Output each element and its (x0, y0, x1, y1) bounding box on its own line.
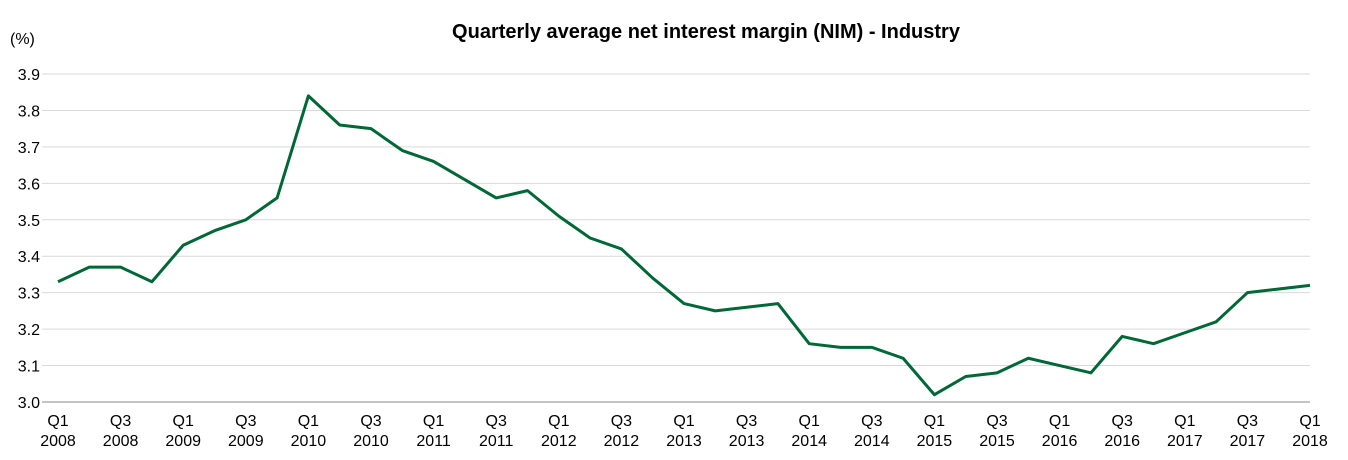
x-tick-label: Q3 2011 (479, 413, 514, 450)
y-tick-label: 3.4 (18, 249, 40, 266)
line-series (57, 94, 1311, 397)
y-tick-label: 3.5 (18, 213, 40, 230)
x-tick-label: Q3 2010 (353, 413, 389, 450)
y-tick-label: 3.9 (18, 67, 40, 84)
x-tick-label: Q1 2013 (666, 413, 702, 450)
y-tick-label: 3.6 (18, 176, 40, 193)
y-tick-label: 3.7 (18, 140, 40, 157)
y-tick-label: 3.0 (18, 395, 40, 412)
y-tick-label: 3.2 (18, 322, 40, 339)
x-tick-label: Q3 2009 (228, 413, 264, 450)
x-tick-label: Q3 2014 (854, 413, 890, 450)
y-tick-label: 3.8 (18, 103, 40, 120)
x-tick-label: Q1 2008 (40, 413, 76, 450)
x-tick-label: Q3 2017 (1230, 413, 1266, 450)
x-tick-label: Q1 2015 (917, 413, 953, 450)
y-tick-label: 3.1 (18, 359, 40, 376)
x-tick-label: Q1 2017 (1167, 413, 1203, 450)
x-tick-label: Q3 2012 (604, 413, 640, 450)
x-tick-label: Q3 2013 (729, 413, 765, 450)
x-tick-label: Q1 2010 (291, 413, 327, 450)
x-tick-label: Q1 2014 (791, 413, 827, 450)
y-axis-label: (%) (10, 31, 35, 48)
x-tick-label: Q1 2016 (1042, 413, 1078, 450)
x-tick-label: Q3 2016 (1104, 413, 1140, 450)
x-tick-label: Q1 2011 (416, 413, 451, 450)
x-tick-label: Q1 2012 (541, 413, 577, 450)
x-tick-label: Q1 2018 (1292, 413, 1328, 450)
y-tick-label: 3.3 (18, 286, 40, 303)
x-tick-label: Q3 2015 (979, 413, 1015, 450)
x-tick-label: Q3 2008 (103, 413, 139, 450)
x-tick-label: Q1 2009 (165, 413, 201, 450)
chart-title: Quarterly average net interest margin (N… (452, 21, 961, 43)
